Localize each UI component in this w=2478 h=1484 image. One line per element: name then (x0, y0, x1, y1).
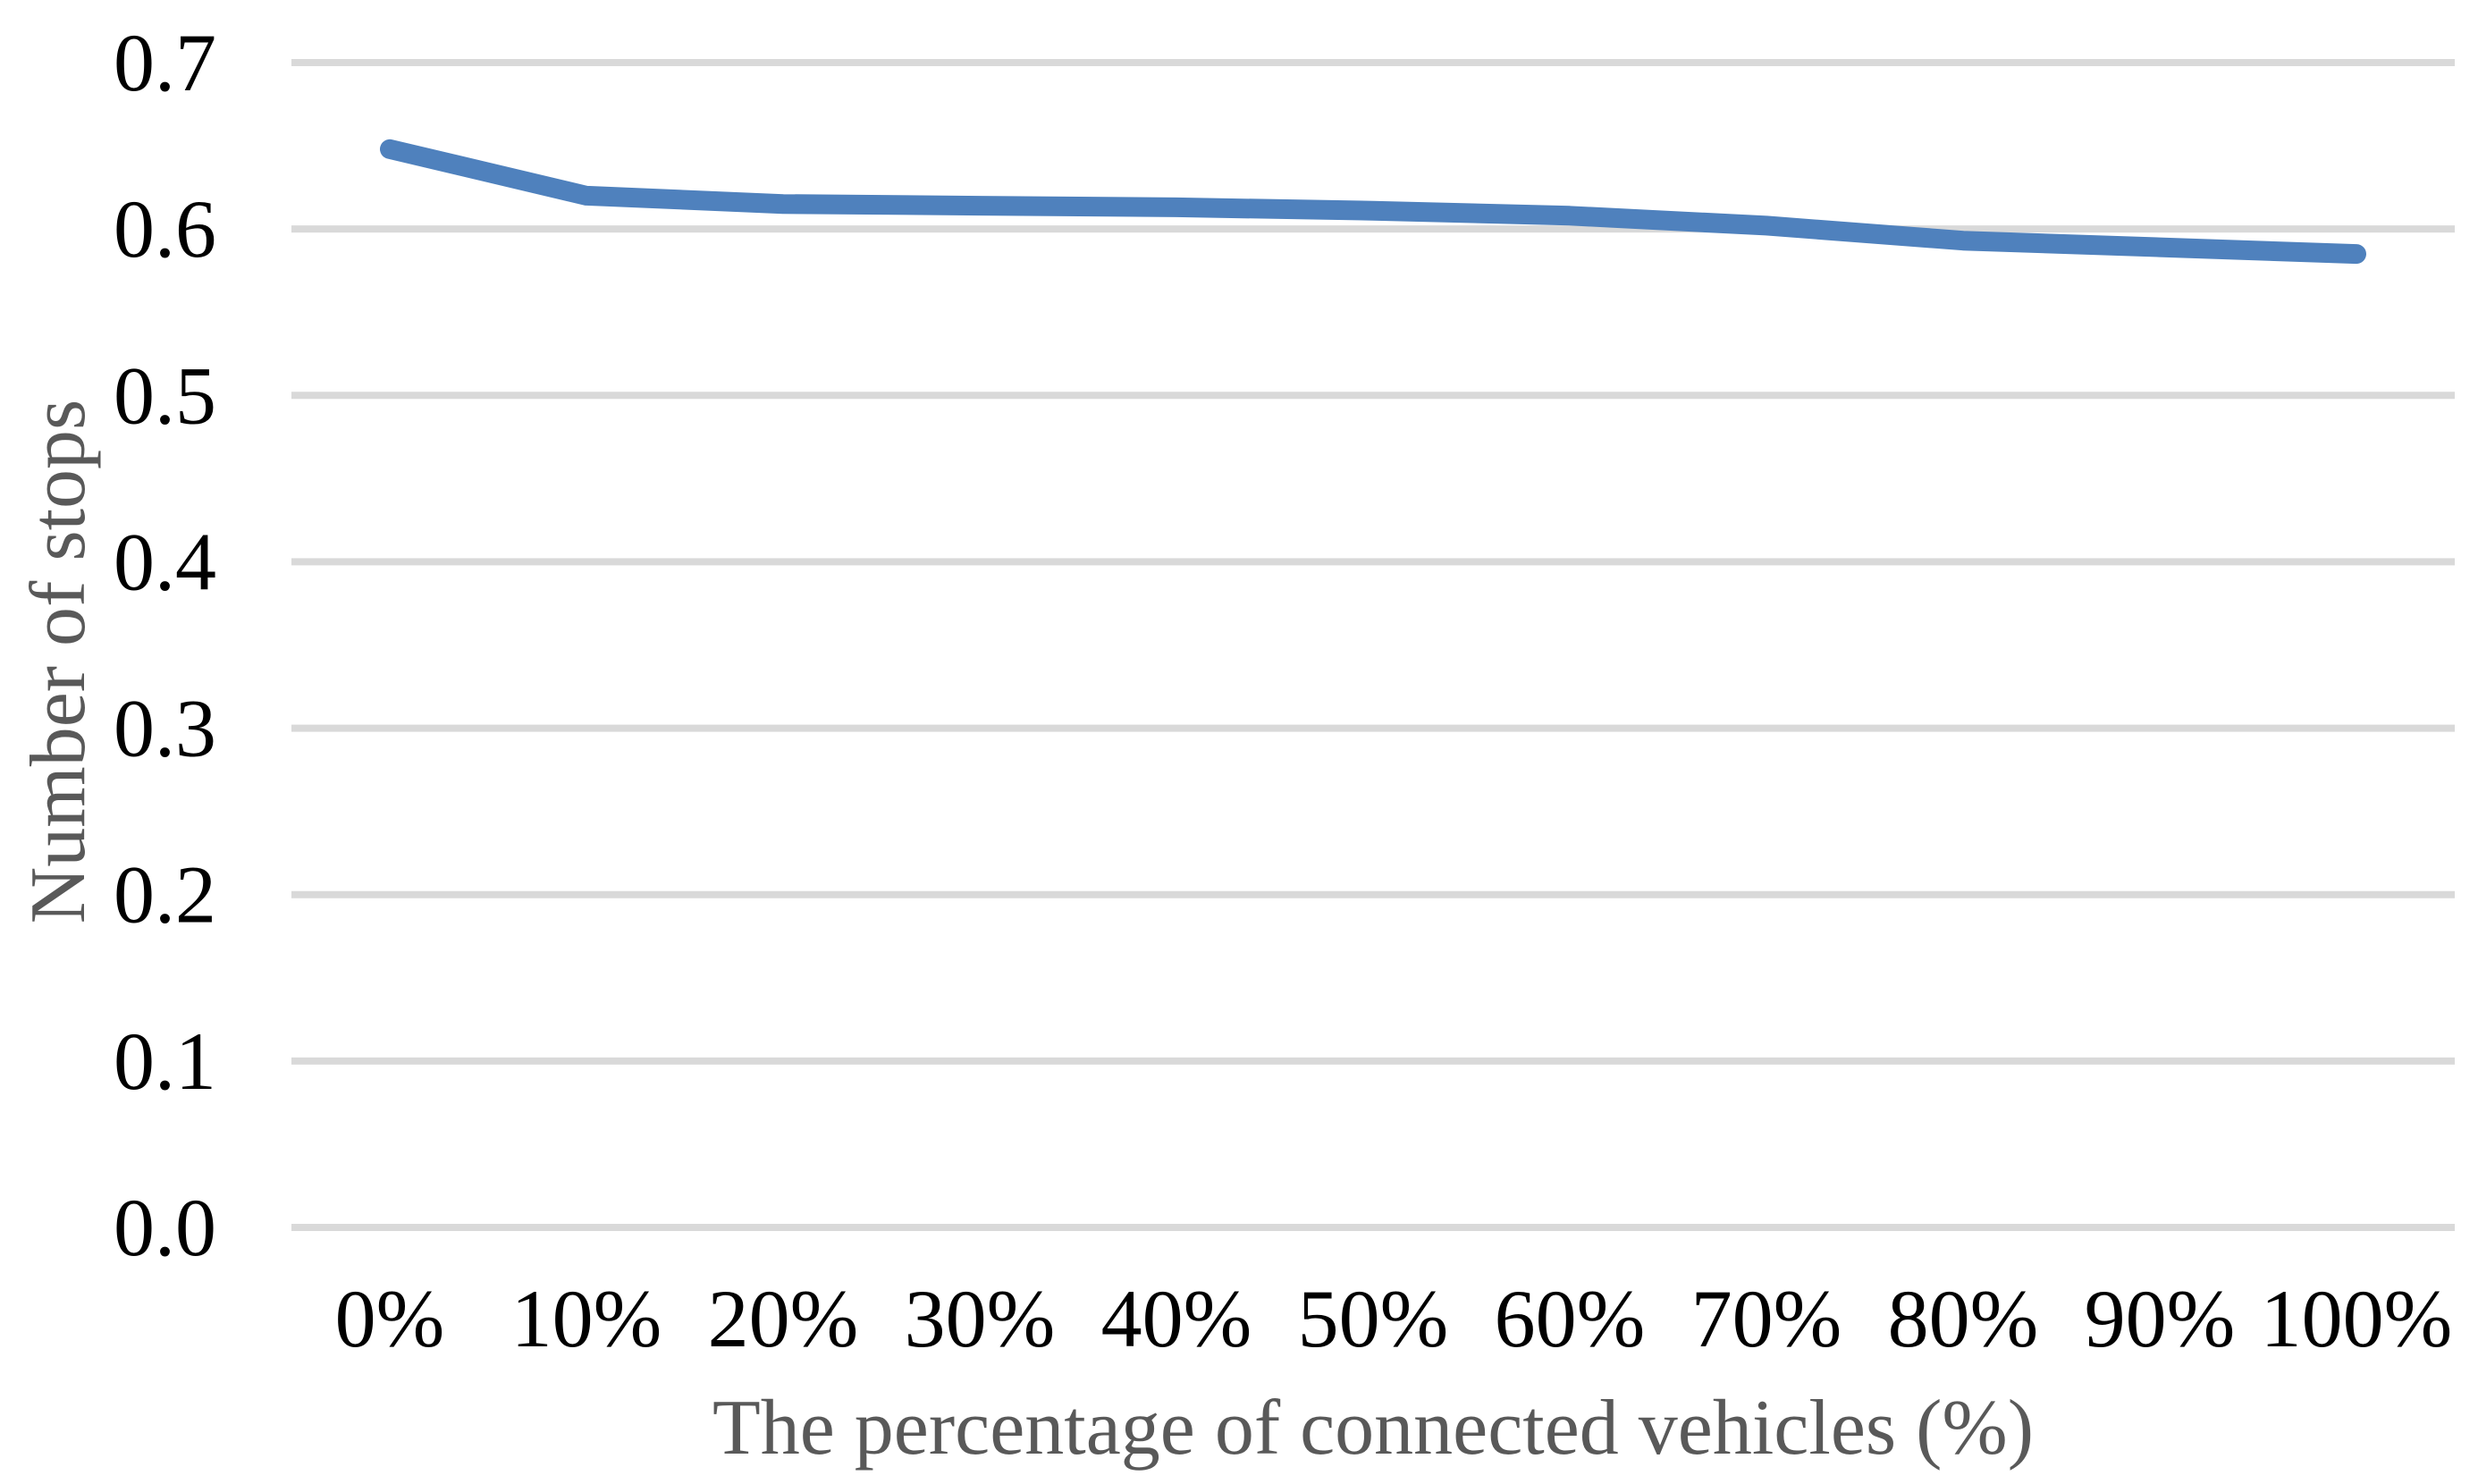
x-tick-label: 60% (1495, 1273, 1646, 1364)
series-line (380, 139, 2366, 265)
x-tick-label: 0% (335, 1273, 445, 1364)
y-tick-label: 0.6 (114, 183, 216, 274)
x-tick-label: 100% (2261, 1273, 2453, 1364)
x-tick-label: 40% (1101, 1273, 1252, 1364)
gridlines (291, 59, 2455, 1231)
x-tick-label: 70% (1691, 1273, 1842, 1364)
y-tick-label: 0.2 (114, 849, 216, 940)
x-axis-tick-labels: 0% 10% 20% 30% 40% 50% 60% 70% 80% 90% 100% (335, 1273, 2453, 1364)
y-tick-label: 0.3 (114, 683, 216, 774)
x-axis-title: The percentage of connected vehicles (%) (712, 1385, 2035, 1471)
y-tick-label: 0.0 (114, 1182, 216, 1273)
x-tick-label: 50% (1298, 1273, 1449, 1364)
x-tick-label: 20% (708, 1273, 859, 1364)
x-tick-label: 30% (905, 1273, 1056, 1364)
x-tick-label: 80% (1888, 1273, 2039, 1364)
x-tick-label: 90% (2085, 1273, 2236, 1364)
y-tick-label: 0.4 (114, 516, 216, 607)
y-axis-title: Number of stops (15, 399, 102, 924)
x-tick-label: 10% (511, 1273, 662, 1364)
y-tick-label: 0.7 (114, 17, 216, 108)
y-tick-label: 0.1 (114, 1016, 216, 1107)
y-axis-tick-labels: 0.0 0.1 0.2 0.3 0.4 0.5 0.6 0.7 (114, 17, 216, 1273)
series-group (380, 139, 2366, 265)
y-tick-label: 0.5 (114, 350, 216, 441)
